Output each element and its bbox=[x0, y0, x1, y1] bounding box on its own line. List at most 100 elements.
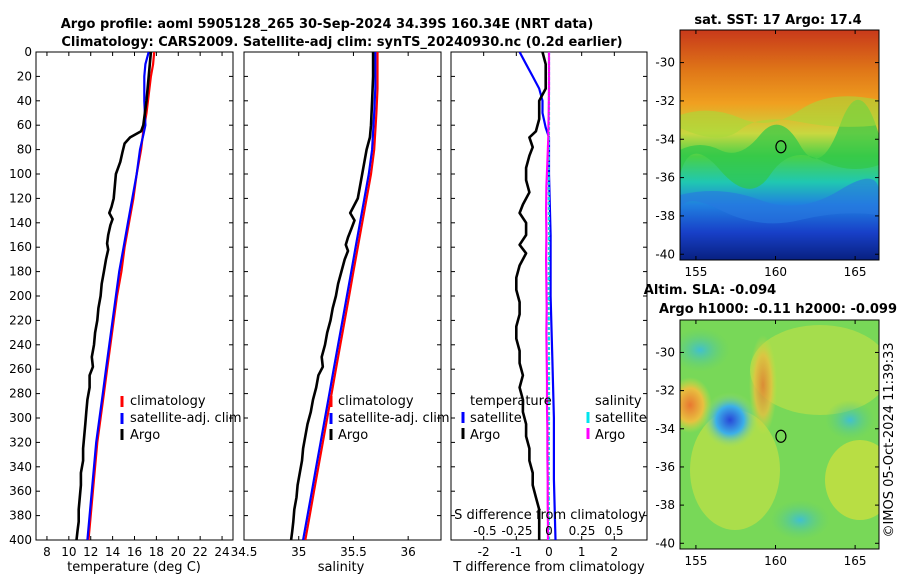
map-y-tick-label: -40 bbox=[655, 247, 675, 261]
y-tick-label: 340 bbox=[9, 460, 32, 474]
map-y-tick-label: -34 bbox=[655, 132, 675, 146]
x-tick-label: 2 bbox=[611, 545, 619, 559]
s-tick-label: -0.5 bbox=[473, 524, 496, 538]
sla-cyan-patch bbox=[770, 500, 830, 540]
sla-cyan-patch bbox=[680, 328, 730, 372]
y-tick-label: 200 bbox=[9, 289, 32, 303]
series-satellite-adj-clim bbox=[302, 52, 377, 540]
map-x-tick-label: 160 bbox=[764, 265, 787, 279]
sla-map-title: Altim. SLA: -0.094 bbox=[644, 283, 776, 298]
sst-map-frame bbox=[679, 29, 880, 261]
y-tick-label: 180 bbox=[9, 265, 32, 279]
salinity-x-axis: 34.5 35 35.5 36 bbox=[231, 52, 416, 559]
x-tick-label: 34.5 bbox=[231, 545, 258, 559]
legend-salinity-title: salinity bbox=[595, 394, 642, 409]
series-argo bbox=[289, 52, 375, 540]
map-y-tick-label: -36 bbox=[655, 460, 675, 474]
legend-s-satellite-label: satellite bbox=[595, 411, 647, 426]
s-tick-label: -0.25 bbox=[501, 524, 532, 538]
x-tick-label: 14 bbox=[105, 545, 120, 559]
series-s-argo bbox=[545, 52, 551, 540]
x-tick-label: 22 bbox=[193, 545, 208, 559]
map-x-tick-label: 165 bbox=[844, 554, 867, 568]
sla-map-panel: Altim. SLA: -0.094 Argo h1000: -0.11 h20… bbox=[644, 283, 897, 568]
s-tick-label: 0.25 bbox=[569, 524, 596, 538]
sst-warm-band bbox=[680, 96, 879, 138]
depth-axis: 0 20 40 60 80 100 120 140 160 180 200 220 240 260 280 3… bbox=[9, 45, 233, 547]
map-y-tick-label: -36 bbox=[655, 171, 675, 185]
legend-argo-label: Argo bbox=[130, 428, 160, 443]
y-tick-label: 20 bbox=[17, 69, 32, 83]
map-y-tick-label: -34 bbox=[655, 422, 675, 436]
x-tick-label: 35 bbox=[291, 545, 306, 559]
sla-blob bbox=[750, 325, 879, 415]
map-y-tick-label: -38 bbox=[655, 498, 675, 512]
sla-cold-eddy bbox=[702, 392, 758, 448]
legend-temperature-title: temperature bbox=[470, 394, 552, 409]
sst-cool-band bbox=[680, 178, 879, 224]
legend-t-argo-label: Argo bbox=[470, 428, 500, 443]
temperature-x-axis: 8 10 12 14 16 18 20 22 24 bbox=[43, 52, 230, 559]
y-tick-label: 260 bbox=[9, 362, 32, 376]
legend-satellite-label: satellite-adj. clim bbox=[338, 411, 450, 426]
t-difference-x-axis: -2 -1 0 1 2 bbox=[478, 52, 618, 559]
y-tick-label: 300 bbox=[9, 411, 32, 425]
y-tick-label: 100 bbox=[9, 167, 32, 181]
y-tick-label: 280 bbox=[9, 387, 32, 401]
map-y-tick-label: -30 bbox=[655, 345, 675, 359]
y-tick-label: 220 bbox=[9, 313, 32, 327]
series-t-argo bbox=[515, 52, 547, 540]
t-difference-x-label: T difference from climatology bbox=[452, 560, 645, 575]
argo-location-marker bbox=[775, 140, 787, 154]
y-tick-label: 320 bbox=[9, 435, 32, 449]
salinity-panel: 34.5 35 35.5 36 salinity climatology satell… bbox=[231, 51, 450, 575]
sla-map-frame bbox=[679, 319, 880, 550]
temperature-legend: climatology satellite-adj. clim Argo bbox=[120, 394, 242, 443]
salinity-legend: climatology satellite-adj. clim Argo bbox=[329, 394, 450, 443]
s-tick-label: 0 bbox=[545, 524, 553, 538]
x-tick-label: 35.5 bbox=[340, 545, 367, 559]
sla-map-subtitle: Argo h1000: -0.11 h2000: -0.099 bbox=[659, 302, 897, 317]
map-x-tick-label: 155 bbox=[684, 265, 707, 279]
sst-front bbox=[680, 99, 879, 189]
difference-panel: -2 -1 0 1 2 T difference from climatology S … bbox=[450, 51, 648, 575]
y-tick-label: 60 bbox=[17, 118, 32, 132]
y-tick-label: 140 bbox=[9, 216, 32, 230]
map-y-tick-label: -38 bbox=[655, 209, 675, 223]
title-line-2: Climatology: CARS2009. Satellite-adj cli… bbox=[61, 35, 622, 50]
series-climatology bbox=[304, 52, 379, 540]
temperature-plot-frame bbox=[35, 51, 234, 541]
map-y-tick-label: -32 bbox=[655, 94, 675, 108]
legend-climatology-label: climatology bbox=[338, 394, 414, 409]
x-tick-label: 8 bbox=[43, 545, 51, 559]
legend-satellite-label: satellite-adj. clim bbox=[130, 411, 242, 426]
legend-climatology-label: climatology bbox=[130, 394, 206, 409]
difference-legend: temperature salinity satellite Argo sate… bbox=[461, 394, 647, 443]
x-tick-label: 20 bbox=[171, 545, 186, 559]
x-tick-label: 10 bbox=[61, 545, 76, 559]
legend-t-satellite-label: satellite bbox=[470, 411, 522, 426]
legend-argo-label: Argo bbox=[338, 428, 368, 443]
y-tick-label: 120 bbox=[9, 191, 32, 205]
s-difference-label: S difference from climatology bbox=[454, 508, 646, 523]
y-tick-label: 360 bbox=[9, 484, 32, 498]
salinity-plot-frame bbox=[243, 51, 442, 541]
copyright-timestamp: ©IMOS 05-Oct-2024 11:39:33 bbox=[882, 342, 897, 537]
s-tick-label: 0.5 bbox=[604, 524, 623, 538]
legend-s-argo-label: Argo bbox=[595, 428, 625, 443]
title-line-1: Argo profile: aoml 5905128_265 30-Sep-20… bbox=[61, 17, 594, 32]
s-difference-ticklabels: -0.5 -0.25 0 0.25 0.5 bbox=[473, 524, 623, 538]
x-tick-label: 12 bbox=[83, 545, 98, 559]
sla-blob bbox=[825, 440, 879, 520]
map-x-tick-label: 165 bbox=[844, 265, 867, 279]
y-tick-label: 80 bbox=[17, 143, 32, 157]
x-tick-label: 0 bbox=[545, 545, 553, 559]
sst-map-title: sat. SST: 17 Argo: 17.4 bbox=[694, 13, 861, 28]
y-tick-label: 40 bbox=[17, 94, 32, 108]
y-tick-label: 380 bbox=[9, 509, 32, 523]
map-y-tick-label: -40 bbox=[655, 536, 675, 550]
argo-location-marker bbox=[775, 429, 787, 443]
map-x-tick-label: 155 bbox=[684, 554, 707, 568]
x-tick-label: 18 bbox=[149, 545, 164, 559]
